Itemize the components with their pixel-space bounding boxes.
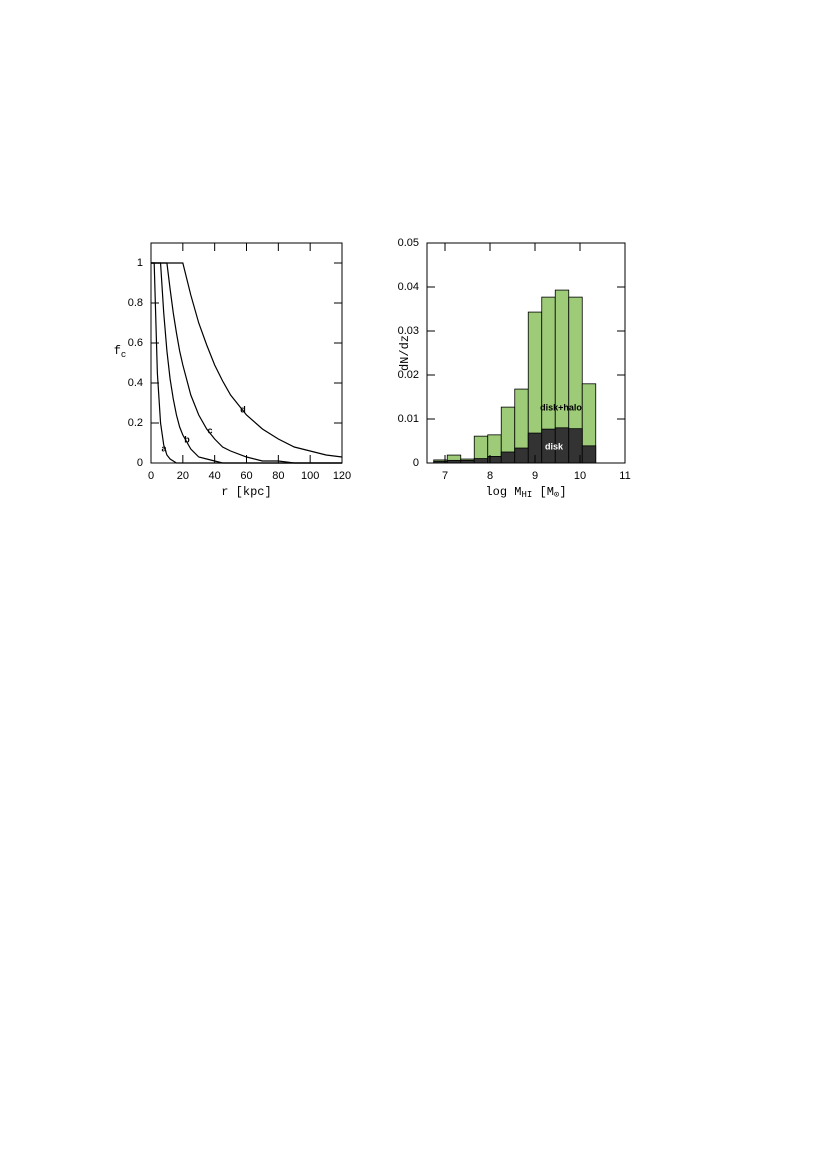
series-label: a [161, 443, 167, 453]
line [151, 262, 343, 458]
x-tick-label: 60 [240, 470, 252, 482]
y-axis-label-main: f [114, 344, 121, 358]
y-tick-label: 0.04 [398, 281, 419, 293]
x-tick-label: 20 [177, 470, 189, 482]
bar [473, 458, 489, 464]
plot-area [151, 262, 343, 464]
series-label: c [207, 425, 212, 435]
x-axis-label-part: [M [532, 485, 554, 499]
x-tick-label: 80 [272, 470, 284, 482]
y-tick-label: 0.8 [128, 297, 143, 309]
x-axis-label: log MHI [M⊙] [485, 485, 566, 500]
series-label: d [240, 404, 246, 414]
line [151, 262, 342, 464]
y-tick-label: 0.01 [398, 413, 419, 425]
chart: a b c d 0 20 40 60 80 100 120 0 0.2 0.4 0.6 0.8 1 r [kpc]… [114, 242, 351, 499]
line [151, 262, 342, 464]
y-tick-label: 0.6 [128, 337, 143, 349]
series-label: disk+halo [540, 402, 582, 412]
y-axis-label-sub: c [121, 350, 126, 360]
x-tick-label: 11 [619, 470, 630, 482]
bar [514, 447, 529, 464]
series-label: b [184, 434, 190, 444]
x-tick-label: 100 [301, 470, 319, 482]
y-tick-label: 0 [413, 457, 419, 469]
y-tick-label: 0.2 [128, 417, 143, 429]
x-axis-label-part: log M [485, 485, 521, 499]
axes-frame [426, 242, 626, 464]
x-tick-label: 0 [148, 470, 154, 482]
x-tick-label: 8 [487, 470, 493, 482]
series-label: disk [545, 441, 564, 451]
x-axis-label: r [kpc] [221, 485, 271, 499]
x-tick-label: 120 [333, 470, 351, 482]
x-axis-label-part: ] [559, 485, 566, 499]
x-tick-label: 40 [209, 470, 221, 482]
y-tick-label: 0.02 [398, 369, 419, 381]
y-tick-label: 0.4 [128, 377, 143, 389]
y-axis-label: dN/dz [398, 335, 412, 371]
bar [581, 445, 597, 464]
y-axis-label: fc [114, 344, 127, 360]
x-axis-label-part: HI [521, 490, 532, 500]
x-axis-label-part: ⊙ [554, 490, 559, 500]
y-tick-label: 0.03 [398, 325, 419, 337]
y-tick-label: 0.05 [398, 237, 419, 249]
bar [500, 451, 516, 464]
x-tick-label: 7 [442, 470, 448, 482]
plot-area [433, 289, 597, 464]
y-tick-label: 0 [137, 457, 143, 469]
x-tick-label: 10 [574, 470, 586, 482]
line [151, 262, 342, 464]
x-tick-label: 9 [532, 470, 538, 482]
chart: disk+halo disk 7 8 9 10 11 0 0.01 0.02 0.03 0.04 0.0… [398, 237, 631, 500]
y-tick-label: 1 [137, 257, 143, 269]
